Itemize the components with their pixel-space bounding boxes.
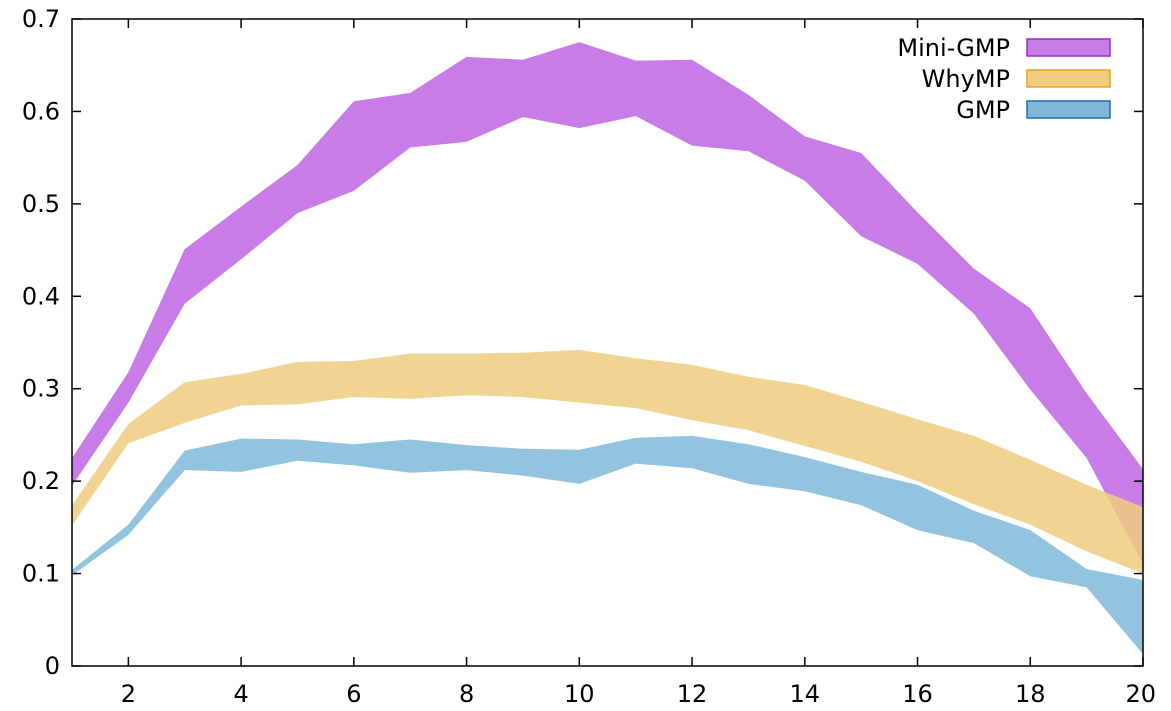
x-tick-label: 6 [346, 680, 361, 708]
tick-marks [72, 18, 1144, 667]
x-tick-label: 2 [121, 680, 136, 708]
plot-frame [71, 18, 1144, 667]
x-tick-label: 14 [790, 680, 821, 708]
y-tick-label: 0.7 [22, 5, 60, 33]
y-tick-labels: 0 0.1 0.2 0.3 0.4 0.5 0.6 0.7 [22, 5, 60, 680]
x-tick-label: 18 [1015, 680, 1046, 708]
x-tick-label: 10 [564, 680, 595, 708]
x-tick-label: 20 [1125, 680, 1156, 708]
x-tick-label: 12 [677, 680, 708, 708]
data-bands [72, 42, 1143, 654]
x-tick-label: 4 [233, 680, 248, 708]
plot-axes [71, 18, 1144, 667]
y-tick-label: 0.5 [22, 190, 60, 218]
legend-label: WhyMP [922, 65, 1010, 93]
x-tick-label: 16 [902, 680, 933, 708]
legend: Mini-GMP WhyMP GMP [897, 34, 1111, 124]
band-gmp [72, 435, 1143, 654]
y-tick-label: 0 [45, 652, 60, 680]
band-mini-gmp [72, 42, 1143, 565]
y-tick-label: 0.6 [22, 97, 60, 125]
y-tick-label: 0.4 [22, 282, 60, 310]
y-tick-label: 0.2 [22, 467, 60, 495]
y-tick-label: 0.1 [22, 560, 60, 588]
band-whymp [72, 349, 1143, 574]
legend-label: Mini-GMP [897, 34, 1010, 62]
legend-swatch [1026, 100, 1111, 119]
legend-label: GMP [956, 96, 1010, 124]
legend-swatch [1026, 69, 1111, 88]
y-tick-label: 0.3 [22, 375, 60, 403]
x-tick-labels: 2 4 6 8 10 12 14 16 18 20 [121, 680, 1156, 708]
x-tick-label: 8 [459, 680, 474, 708]
legend-swatch [1026, 38, 1111, 57]
